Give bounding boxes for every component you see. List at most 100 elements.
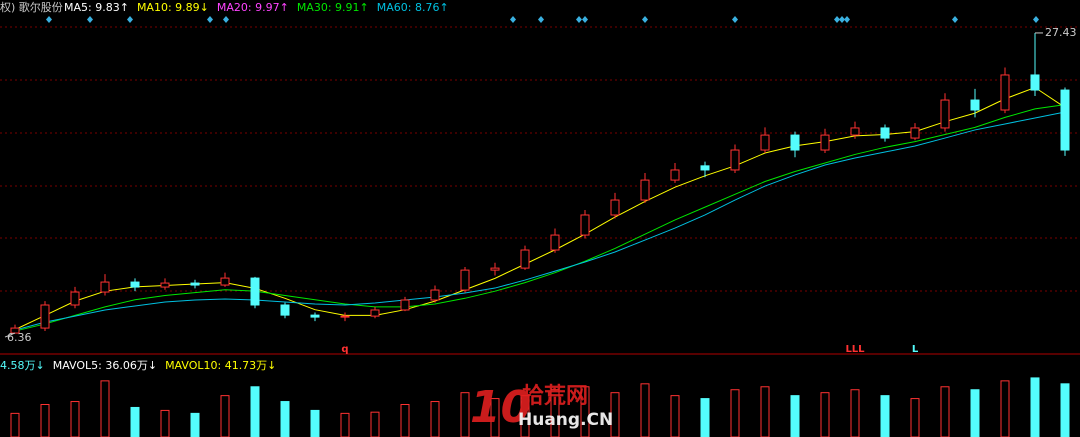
candle-body (250, 277, 260, 306)
candle-body (1060, 89, 1070, 151)
candle-body (460, 269, 470, 291)
volume-bar (190, 412, 200, 437)
candle-body (280, 304, 290, 316)
watermark-logo: 10 (470, 382, 531, 433)
volume-bar (640, 383, 650, 437)
volume-bar (460, 392, 470, 437)
candle-body (730, 149, 740, 171)
volume-bar (400, 404, 410, 437)
signal-diamond (207, 16, 213, 23)
volume-bar (250, 386, 260, 437)
candle-body (1000, 74, 1010, 111)
volume-bar (1060, 383, 1070, 437)
signal-diamond (844, 16, 850, 23)
volume-bar (910, 398, 920, 437)
signal-diamond (834, 16, 840, 23)
min-pointer (4, 332, 16, 338)
candle-body (700, 165, 710, 171)
volume-bar (880, 395, 890, 437)
candle-body (190, 282, 200, 286)
volume-bar (580, 386, 590, 437)
watermark-name: 拾荒网 (522, 383, 588, 409)
ma-legend: MA10: 9.89↓ (137, 1, 209, 14)
volume-bar (220, 395, 230, 437)
signal-label: q (341, 344, 348, 355)
candle-body (520, 249, 530, 269)
candle-body (850, 127, 860, 136)
candle-body (400, 299, 410, 311)
volume-bar (1030, 377, 1040, 437)
ma-legend: MA20: 9.97↑ (217, 1, 289, 14)
volume-legend: MAVOL5: 36.06万↓ (53, 359, 157, 372)
volume-bar (790, 395, 800, 437)
volume-bar (370, 411, 380, 437)
signal-diamond (952, 16, 958, 23)
volume-bar (160, 409, 170, 437)
candle-body (70, 291, 80, 306)
candle-body (220, 277, 230, 286)
volume-bar (970, 389, 980, 437)
signal-diamond (582, 16, 588, 23)
watermark-site: Huang.CN (518, 410, 613, 430)
candle-body (430, 289, 440, 301)
candle-body (550, 234, 560, 251)
candle-body (370, 309, 380, 317)
candle-body (610, 199, 620, 216)
signal-diamond (127, 16, 133, 23)
stock-name: 权) 歌尔股份 (0, 0, 63, 14)
volume-bar (40, 404, 50, 437)
signal-diamond (510, 16, 516, 23)
volume-bar (700, 398, 710, 437)
signal-label: LLL (845, 344, 865, 355)
signal-diamond (732, 16, 738, 23)
ma-line (14, 111, 1066, 331)
volume-bar (670, 395, 680, 437)
candle-body (760, 134, 770, 151)
candle-body (940, 99, 950, 129)
volume-bar (940, 386, 950, 437)
ma-legend: MA30: 9.91↑ (297, 1, 369, 14)
signal-label: L (912, 344, 919, 355)
signal-diamond (46, 16, 52, 23)
candle-body (910, 127, 920, 139)
volume-bar (310, 409, 320, 437)
volume-legend: 4.58万↓ (0, 359, 45, 372)
volume-bar (430, 401, 440, 437)
volume-bar (100, 380, 110, 437)
candle-body (790, 134, 800, 151)
candle-body (130, 281, 140, 288)
volume-bar (490, 398, 500, 437)
max-label: 27.43 (1045, 26, 1077, 39)
candle-body (670, 169, 680, 181)
candle-body (640, 179, 650, 201)
volume-bar (850, 389, 860, 437)
candle-body (580, 214, 590, 236)
signal-diamond (642, 16, 648, 23)
signal-diamond (576, 16, 582, 23)
candle-body (340, 315, 350, 318)
min-label: 6.36 (7, 331, 32, 344)
candle-body (310, 314, 320, 318)
candle-body (100, 281, 110, 293)
volume-bar (130, 406, 140, 437)
volume-bar (340, 412, 350, 437)
candle-body (970, 99, 980, 111)
signal-diamond (538, 16, 544, 23)
signal-diamond (1033, 16, 1039, 23)
ma-legend: MA60: 8.76↑ (377, 1, 449, 14)
signal-diamond (839, 16, 845, 23)
volume-bar (730, 389, 740, 437)
volume-bar (70, 401, 80, 437)
candle-body (160, 282, 170, 288)
ma-line (14, 104, 1066, 332)
volume-bar (1000, 380, 1010, 437)
volume-bar (10, 412, 20, 437)
volume-bar (610, 392, 620, 437)
candle-body (1030, 74, 1040, 91)
volume-bar (820, 392, 830, 437)
signal-diamond (223, 16, 229, 23)
candle-body (880, 127, 890, 139)
ma-legend: MA5: 9.83↑ (64, 1, 129, 14)
signal-diamond (87, 16, 93, 23)
candle-body (490, 267, 500, 271)
